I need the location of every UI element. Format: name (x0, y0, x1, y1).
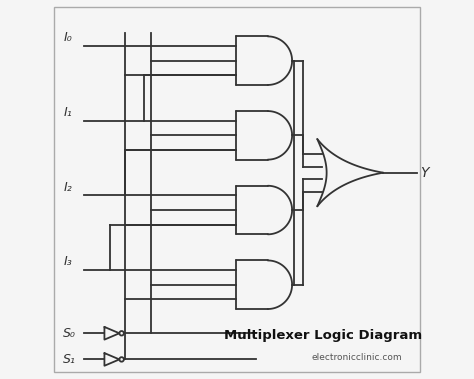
Text: S₁: S₁ (64, 353, 76, 366)
Text: electronicclinic.com: electronicclinic.com (311, 353, 402, 362)
Text: S₀: S₀ (64, 327, 76, 340)
Text: Y: Y (420, 166, 429, 180)
Text: I₂: I₂ (64, 181, 72, 194)
Text: Multiplexer Logic Diagram: Multiplexer Logic Diagram (224, 329, 422, 341)
Text: I₁: I₁ (64, 106, 72, 119)
Text: I₀: I₀ (64, 31, 72, 44)
Text: I₃: I₃ (64, 255, 72, 268)
